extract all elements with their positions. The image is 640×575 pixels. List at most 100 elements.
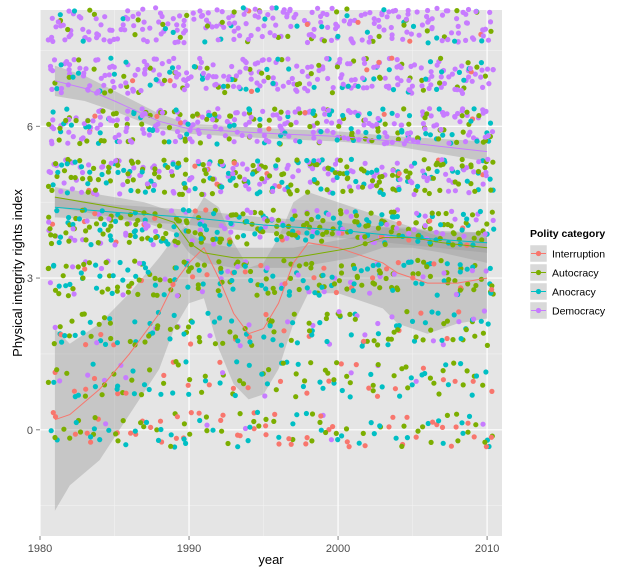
point-autocracy (185, 324, 192, 330)
point-anocracy (148, 237, 154, 243)
point-autocracy (473, 282, 479, 289)
point-democracy (340, 81, 346, 87)
point-autocracy (235, 234, 241, 240)
point-anocracy (358, 268, 364, 274)
point-democracy (299, 68, 305, 75)
point-anocracy (165, 241, 171, 247)
point-democracy (293, 119, 299, 125)
point-democracy (469, 268, 475, 274)
point-anocracy (404, 435, 410, 441)
point-democracy (471, 316, 477, 322)
point-democracy (328, 437, 334, 443)
point-autocracy (175, 218, 181, 224)
point-anocracy (80, 330, 86, 336)
point-anocracy (143, 419, 150, 425)
point-autocracy (443, 210, 449, 217)
point-democracy (189, 175, 195, 181)
point-anocracy (147, 82, 153, 88)
point-democracy (114, 117, 120, 123)
point-anocracy (464, 266, 470, 272)
point-anocracy (379, 212, 385, 218)
point-autocracy (305, 189, 311, 195)
point-democracy (490, 217, 496, 223)
point-interruption (248, 88, 255, 94)
point-autocracy (445, 221, 451, 228)
point-anocracy (132, 233, 138, 240)
point-democracy (480, 84, 486, 90)
point-anocracy (120, 277, 126, 283)
point-autocracy (188, 265, 194, 271)
point-autocracy (72, 175, 78, 181)
point-anocracy (330, 190, 336, 196)
point-anocracy (456, 69, 462, 75)
point-anocracy (111, 71, 117, 77)
point-democracy (292, 109, 298, 115)
point-autocracy (187, 377, 193, 383)
point-anocracy (345, 83, 351, 89)
point-autocracy (482, 439, 488, 445)
point-democracy (233, 73, 239, 79)
point-interruption (286, 436, 292, 442)
point-interruption (82, 266, 88, 272)
point-democracy (181, 22, 187, 28)
point-anocracy (319, 284, 325, 290)
point-autocracy (77, 158, 83, 164)
point-anocracy (107, 233, 113, 239)
point-democracy (58, 188, 64, 194)
point-anocracy (348, 156, 354, 162)
point-autocracy (309, 438, 315, 444)
point-autocracy (441, 321, 447, 327)
point-autocracy (192, 230, 198, 236)
point-anocracy (221, 83, 227, 89)
point-autocracy (352, 316, 358, 322)
point-anocracy (337, 220, 343, 226)
point-autocracy (385, 336, 391, 342)
point-autocracy (244, 241, 250, 247)
point-democracy (140, 126, 146, 132)
point-democracy (384, 221, 390, 228)
point-anocracy (133, 273, 139, 279)
point-democracy (321, 289, 327, 295)
point-anocracy (479, 38, 485, 44)
point-democracy (457, 119, 463, 125)
point-anocracy (64, 106, 70, 112)
point-autocracy (272, 289, 278, 295)
point-democracy (325, 75, 331, 82)
point-democracy (420, 121, 426, 127)
point-anocracy (120, 16, 126, 22)
point-democracy (360, 85, 367, 91)
point-interruption (130, 78, 136, 84)
point-anocracy (381, 7, 387, 13)
y-tick-label: 6 (27, 121, 33, 133)
point-autocracy (422, 115, 428, 121)
point-democracy (99, 164, 105, 170)
point-autocracy (296, 263, 302, 269)
point-democracy (346, 184, 353, 190)
point-autocracy (80, 275, 86, 281)
point-autocracy (146, 333, 152, 339)
point-anocracy (183, 440, 189, 446)
point-anocracy (470, 242, 476, 248)
point-anocracy (303, 410, 309, 417)
point-autocracy (292, 213, 298, 219)
point-democracy (263, 137, 269, 143)
point-anocracy (210, 427, 216, 433)
point-democracy (311, 135, 317, 141)
point-democracy (156, 19, 162, 25)
point-democracy (94, 31, 100, 37)
point-democracy (93, 57, 99, 63)
point-anocracy (316, 292, 322, 298)
point-democracy (348, 36, 354, 42)
point-democracy (433, 229, 439, 235)
point-democracy (52, 324, 58, 330)
point-democracy (420, 168, 426, 174)
point-democracy (306, 289, 312, 295)
point-autocracy (127, 232, 133, 238)
point-autocracy (237, 174, 243, 180)
point-anocracy (67, 281, 73, 287)
point-democracy (252, 6, 258, 12)
point-interruption (288, 441, 294, 447)
point-democracy (240, 56, 246, 63)
point-autocracy (460, 382, 466, 388)
point-anocracy (202, 39, 208, 45)
